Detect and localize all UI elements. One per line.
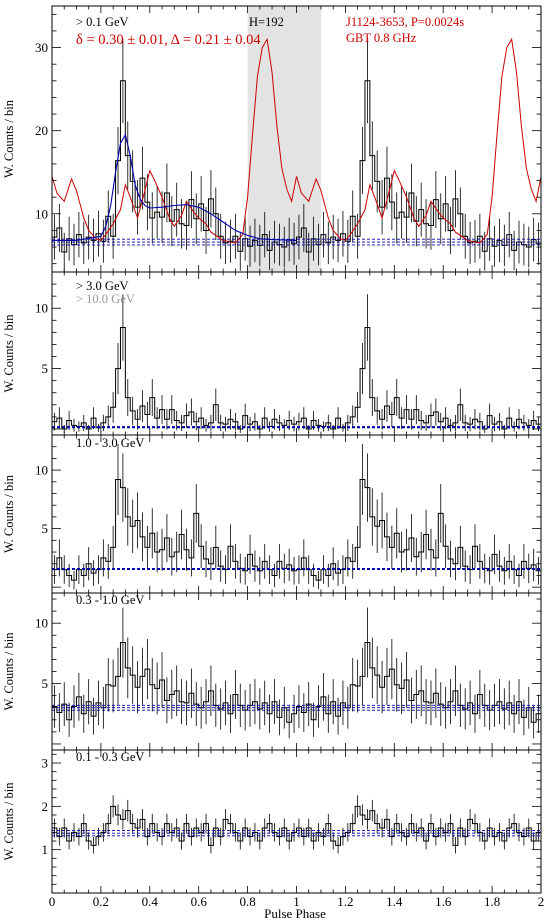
y-tick-label: 10 [35, 206, 48, 221]
y-axis-label: W. Counts / bin [2, 314, 16, 393]
panel3-energy-label: 1.0 - 3.0 GeV [76, 436, 144, 450]
panel-1: 10 20 30 W. Counts / bin [2, 5, 542, 273]
panel-4: 5 10 W. Counts / bin [2, 592, 542, 751]
y-tick-label: 5 [42, 521, 49, 536]
x-tick-label: 0.2 [93, 894, 109, 909]
x-tick-label: 1.2 [337, 894, 353, 909]
y-tick-label: 1 [42, 842, 49, 857]
panel1-pulsar-label: J1124-3653, P=0.0024s [346, 15, 464, 29]
x-tick-label: 0.8 [239, 894, 255, 909]
radio-profile-series [51, 37, 542, 244]
x-tick-label: 0.6 [191, 894, 208, 909]
y-axis-label: W. Counts / bin [2, 474, 16, 553]
x-tick-labels: 0 0.2 0.4 0.6 0.8 1 1.2 1.4 1.6 1.8 2 [49, 894, 545, 909]
y-axis-label: W. Counts / bin [2, 99, 16, 178]
y-tick-label: 5 [42, 676, 49, 691]
x-tick-label: 1.6 [435, 894, 452, 909]
y-tick-label: 10 [35, 301, 48, 316]
histogram-series [52, 642, 541, 723]
x-tick-label: 1.4 [386, 894, 403, 909]
panel-5: 1 2 3 W. Counts / bin [2, 749, 542, 894]
panel5-energy-label: 0.1 - 0.3 GeV [76, 750, 144, 764]
histogram-series [52, 327, 541, 430]
panel-3: 5 10 W. Counts / bin [2, 434, 542, 594]
y-tick-label: 30 [35, 40, 48, 55]
y-tick-label: 10 [35, 463, 48, 478]
x-tick-label: 2 [538, 894, 545, 909]
panel2-energy-label: > 3.0 GeV [76, 279, 129, 293]
x-tick-label: 0 [49, 894, 56, 909]
y-tick-label: 3 [42, 756, 49, 771]
y-axis-label: W. Counts / bin [2, 782, 16, 861]
x-tick-label: 1.8 [484, 894, 500, 909]
y-tick-label: 10 [35, 616, 48, 631]
histogram-series [52, 805, 541, 846]
x-axis-label: Pulse Phase [264, 906, 326, 921]
panel4-energy-label: 0.3 - 1.0 GeV [76, 593, 144, 607]
x-tick-label: 0.4 [142, 894, 159, 909]
x-tick-label: 1 [293, 894, 300, 909]
y-tick-label: 5 [42, 361, 49, 376]
y-axis-label: W. Counts / bin [2, 632, 16, 711]
fit-profile-series [52, 133, 297, 241]
panel1-h-label: H=192 [249, 15, 284, 29]
y-tick-label: 2 [42, 799, 49, 814]
histogram-series [52, 478, 541, 581]
panel-frame [51, 592, 542, 751]
panel1-radio-label: GBT 0.8 GHz [346, 31, 417, 45]
panel1-params-label: δ = 0.30 ± 0.01, Δ = 0.21 ± 0.04 [76, 32, 261, 48]
y-tick-label: 20 [35, 123, 48, 138]
panel-2: 5 10 W. Counts / bin [2, 271, 542, 436]
panel1-energy-label: > 0.1 GeV [76, 15, 129, 29]
panel2-energy-label-2: > 10.0 GeV [76, 292, 135, 306]
